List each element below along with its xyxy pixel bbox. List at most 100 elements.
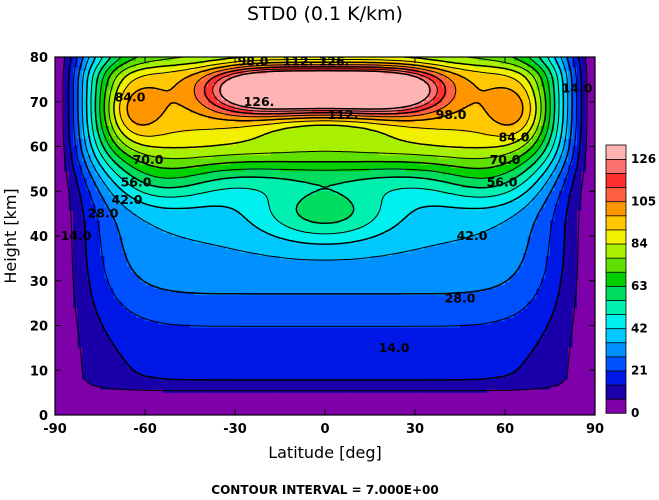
contour-fill-cell: [311, 278, 317, 283]
contour-fill-cell: [122, 284, 128, 289]
contour-fill-cell: [190, 307, 196, 312]
contour-fill-cell: [464, 359, 470, 364]
contour-fill-cell: [68, 405, 74, 410]
contour-fill-cell: [284, 284, 290, 289]
contour-fill-cell: [122, 304, 128, 309]
contour-fill-cell: [419, 288, 425, 292]
contour-fill-cell: [68, 330, 74, 335]
contour-fill-cell: [577, 359, 583, 364]
contour-fill-cell: [356, 278, 362, 283]
contour-fill-cell: [226, 284, 232, 289]
contour-fill-cell: [59, 320, 65, 325]
contour-fill-cell: [131, 333, 137, 338]
contour-fill-cell: [289, 333, 295, 338]
contour-fill-cell: [406, 284, 412, 289]
contour-fill-cell: [415, 362, 421, 367]
contour-fill-cell: [563, 323, 569, 328]
contour-fill-cell: [136, 359, 142, 364]
contour-fill-cell: [554, 301, 560, 305]
contour-fill-cell: [320, 310, 326, 315]
contour-fill-cell: [460, 314, 466, 318]
contour-fill-cell: [581, 288, 587, 292]
contour-fill-cell: [289, 349, 295, 354]
contour-fill-cell: [64, 382, 70, 387]
contour-fill-cell: [590, 346, 595, 351]
contour-fill-cell: [329, 411, 335, 415]
contour-fill-cell: [122, 385, 128, 390]
contour-fill-cell: [586, 356, 592, 361]
contour-fill-cell: [352, 317, 358, 322]
contour-fill-cell: [478, 340, 484, 344]
contour-fill-cell: [329, 301, 335, 305]
contour-fill-cell: [460, 401, 466, 406]
contour-fill-cell: [145, 301, 151, 305]
contour-fill-cell: [131, 327, 137, 331]
contour-fill-cell: [262, 320, 268, 325]
contour-fill-cell: [230, 379, 236, 384]
contour-fill-cell: [320, 379, 326, 384]
contour-fill-cell: [109, 379, 115, 384]
contour-fill-cell: [82, 349, 88, 354]
contour-fill-cell: [77, 388, 83, 393]
contour-fill-cell: [230, 340, 236, 344]
contour-fill-cell: [482, 382, 488, 387]
contour-fill-cell: [419, 401, 425, 406]
contour-fill-cell: [361, 333, 367, 338]
contour-fill-cell: [100, 291, 106, 296]
contour-fill-cell: [415, 327, 421, 331]
contour-fill-cell: [338, 327, 344, 331]
contour-fill-cell: [500, 375, 506, 380]
contour-fill-cell: [365, 297, 371, 302]
contour-fill-cell: [185, 333, 191, 338]
contour-fill-cell: [212, 343, 218, 348]
contour-fill-cell: [55, 369, 61, 374]
contour-fill-cell: [347, 340, 353, 344]
contour-fill-cell: [95, 369, 101, 374]
contour-fill-cell: [532, 291, 538, 296]
contour-fill-cell: [397, 375, 403, 380]
contour-fill-cell: [334, 405, 340, 410]
contour-fill-cell: [122, 372, 128, 377]
contour-fill-cell: [478, 330, 484, 335]
contour-fill-cell: [361, 323, 367, 328]
contour-fill-cell: [379, 382, 385, 387]
contour-fill-cell: [181, 382, 187, 387]
contour-fill-cell: [473, 366, 479, 371]
contour-fill-cell: [320, 366, 326, 371]
contour-fill-cell: [563, 304, 569, 309]
contour-fill-cell: [482, 349, 488, 354]
contour-fill-cell: [298, 333, 304, 338]
contour-fill-cell: [104, 408, 110, 413]
contour-fill-cell: [298, 314, 304, 318]
contour-fill-cell: [64, 330, 70, 335]
contour-fill-cell: [113, 336, 119, 341]
contour-fill-cell: [199, 343, 205, 348]
contour-fill-cell: [73, 314, 79, 318]
contour-fill-cell: [127, 314, 133, 318]
contour-fill-cell: [514, 369, 520, 374]
contour-fill-cell: [568, 314, 574, 318]
contour-fill-cell: [451, 385, 457, 390]
contour-fill-cell: [379, 385, 385, 390]
contour-fill-cell: [104, 388, 110, 393]
contour-fill-cell: [127, 369, 133, 374]
contour-fill-cell: [311, 379, 317, 384]
contour-fill-cell: [419, 382, 425, 387]
contour-fill-cell: [118, 379, 124, 384]
contour-fill-cell: [496, 288, 502, 292]
contour-fill-cell: [586, 398, 592, 403]
contour-fill-cell: [289, 307, 295, 312]
contour-fill-cell: [262, 346, 268, 351]
contour-fill-cell: [536, 317, 542, 322]
contour-fill-cell: [131, 392, 137, 397]
contour-fill-cell: [343, 372, 349, 377]
contour-fill-cell: [82, 353, 88, 358]
contour-fill-cell: [545, 284, 551, 289]
contour-fill-cell: [320, 314, 326, 318]
contour-fill-cell: [239, 379, 245, 384]
contour-fill-cell: [586, 327, 592, 331]
contour-fill-cell: [176, 327, 182, 331]
contour-fill-cell: [271, 379, 277, 384]
contour-fill-cell: [379, 398, 385, 403]
contour-fill-cell: [271, 281, 277, 286]
